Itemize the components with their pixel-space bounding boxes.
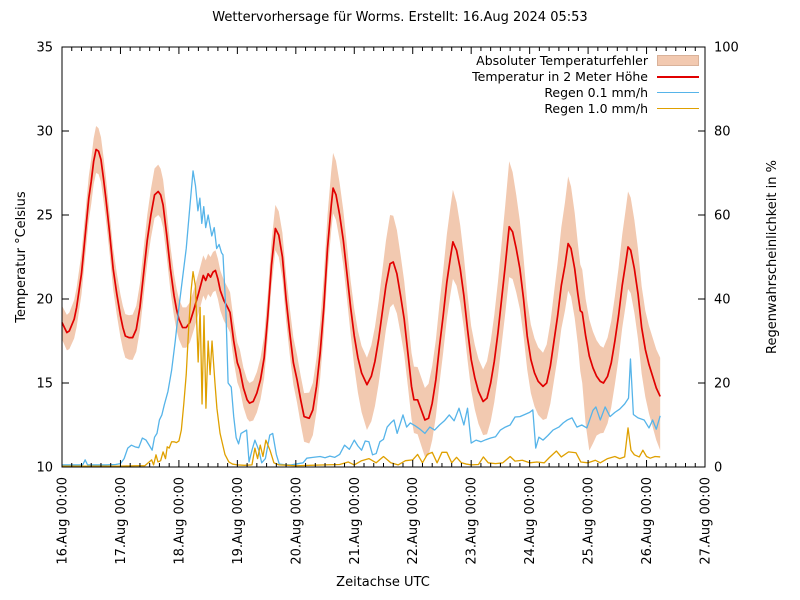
chart-title: Wettervorhersage für Worms. Erstellt: 16… — [212, 10, 588, 25]
temperature-line — [61, 148, 661, 421]
x-axis-label: Zeitachse UTC — [336, 575, 430, 590]
axis-ticks — [61, 46, 706, 468]
legend-sample-line — [657, 92, 699, 93]
x-tick-label: 24.Aug 00:00 — [523, 477, 538, 565]
legend-label: Regen 0.1 mm/h — [544, 85, 648, 100]
y-left-tick-label: 25 — [36, 209, 53, 224]
legend-label: Regen 1.0 mm/h — [544, 101, 648, 116]
legend-sample-line — [657, 75, 699, 78]
legend-row-2: Regen 0.1 mm/h — [472, 85, 699, 100]
x-tick-label: 22.Aug 00:00 — [406, 477, 421, 565]
y-left-tick-label: 20 — [36, 293, 53, 308]
x-tick-label: 23.Aug 00:00 — [465, 477, 480, 565]
legend-label: Absoluter Temperaturfehler — [476, 53, 648, 68]
y-right-tick-label: 0 — [714, 461, 722, 476]
y-left-tick-label: 15 — [36, 377, 53, 392]
x-tick-label: 20.Aug 00:00 — [289, 477, 304, 565]
legend-sample-band — [657, 55, 699, 66]
y-right-tick-label: 80 — [714, 125, 731, 140]
y-left-tick-label: 35 — [36, 41, 53, 56]
x-tick-label: 26.Aug 00:00 — [640, 477, 655, 565]
legend: Absoluter Temperaturfehler Temperatur in … — [472, 53, 699, 117]
y-left-tick-label: 10 — [36, 461, 53, 476]
legend-row-3: Regen 1.0 mm/h — [472, 101, 699, 116]
legend-sample-line — [657, 108, 699, 109]
x-tick-label: 19.Aug 00:00 — [231, 477, 246, 565]
tick-labels: 10 15 20 25 30 35 0 20 40 60 80 100 16.Aug 00:00 17.A… — [36, 41, 738, 565]
temperature-error-band — [62, 125, 661, 457]
x-tick-label: 17.Aug 00:00 — [114, 477, 129, 565]
y-right-tick-label: 20 — [714, 377, 731, 392]
x-tick-label: 18.Aug 00:00 — [172, 477, 187, 565]
x-tick-label: 16.Aug 00:00 — [56, 477, 71, 565]
legend-label: Temperatur in 2 Meter Höhe — [472, 69, 648, 84]
y-right-tick-label: 60 — [714, 209, 731, 224]
x-tick-label: 21.Aug 00:00 — [348, 477, 363, 565]
legend-row-0: Absoluter Temperaturfehler — [472, 53, 699, 68]
x-tick-label: 27.Aug 00:00 — [699, 477, 714, 565]
y-right-tick-label: 40 — [714, 293, 731, 308]
x-tick-label: 25.Aug 00:00 — [582, 477, 597, 565]
y-right-tick-label: 100 — [714, 41, 739, 56]
rain-1-0mm-line — [62, 271, 661, 467]
y-left-tick-label: 30 — [36, 125, 53, 140]
legend-row-1: Temperatur in 2 Meter Höhe — [472, 69, 699, 84]
rain-0-1mm-line — [62, 170, 661, 466]
